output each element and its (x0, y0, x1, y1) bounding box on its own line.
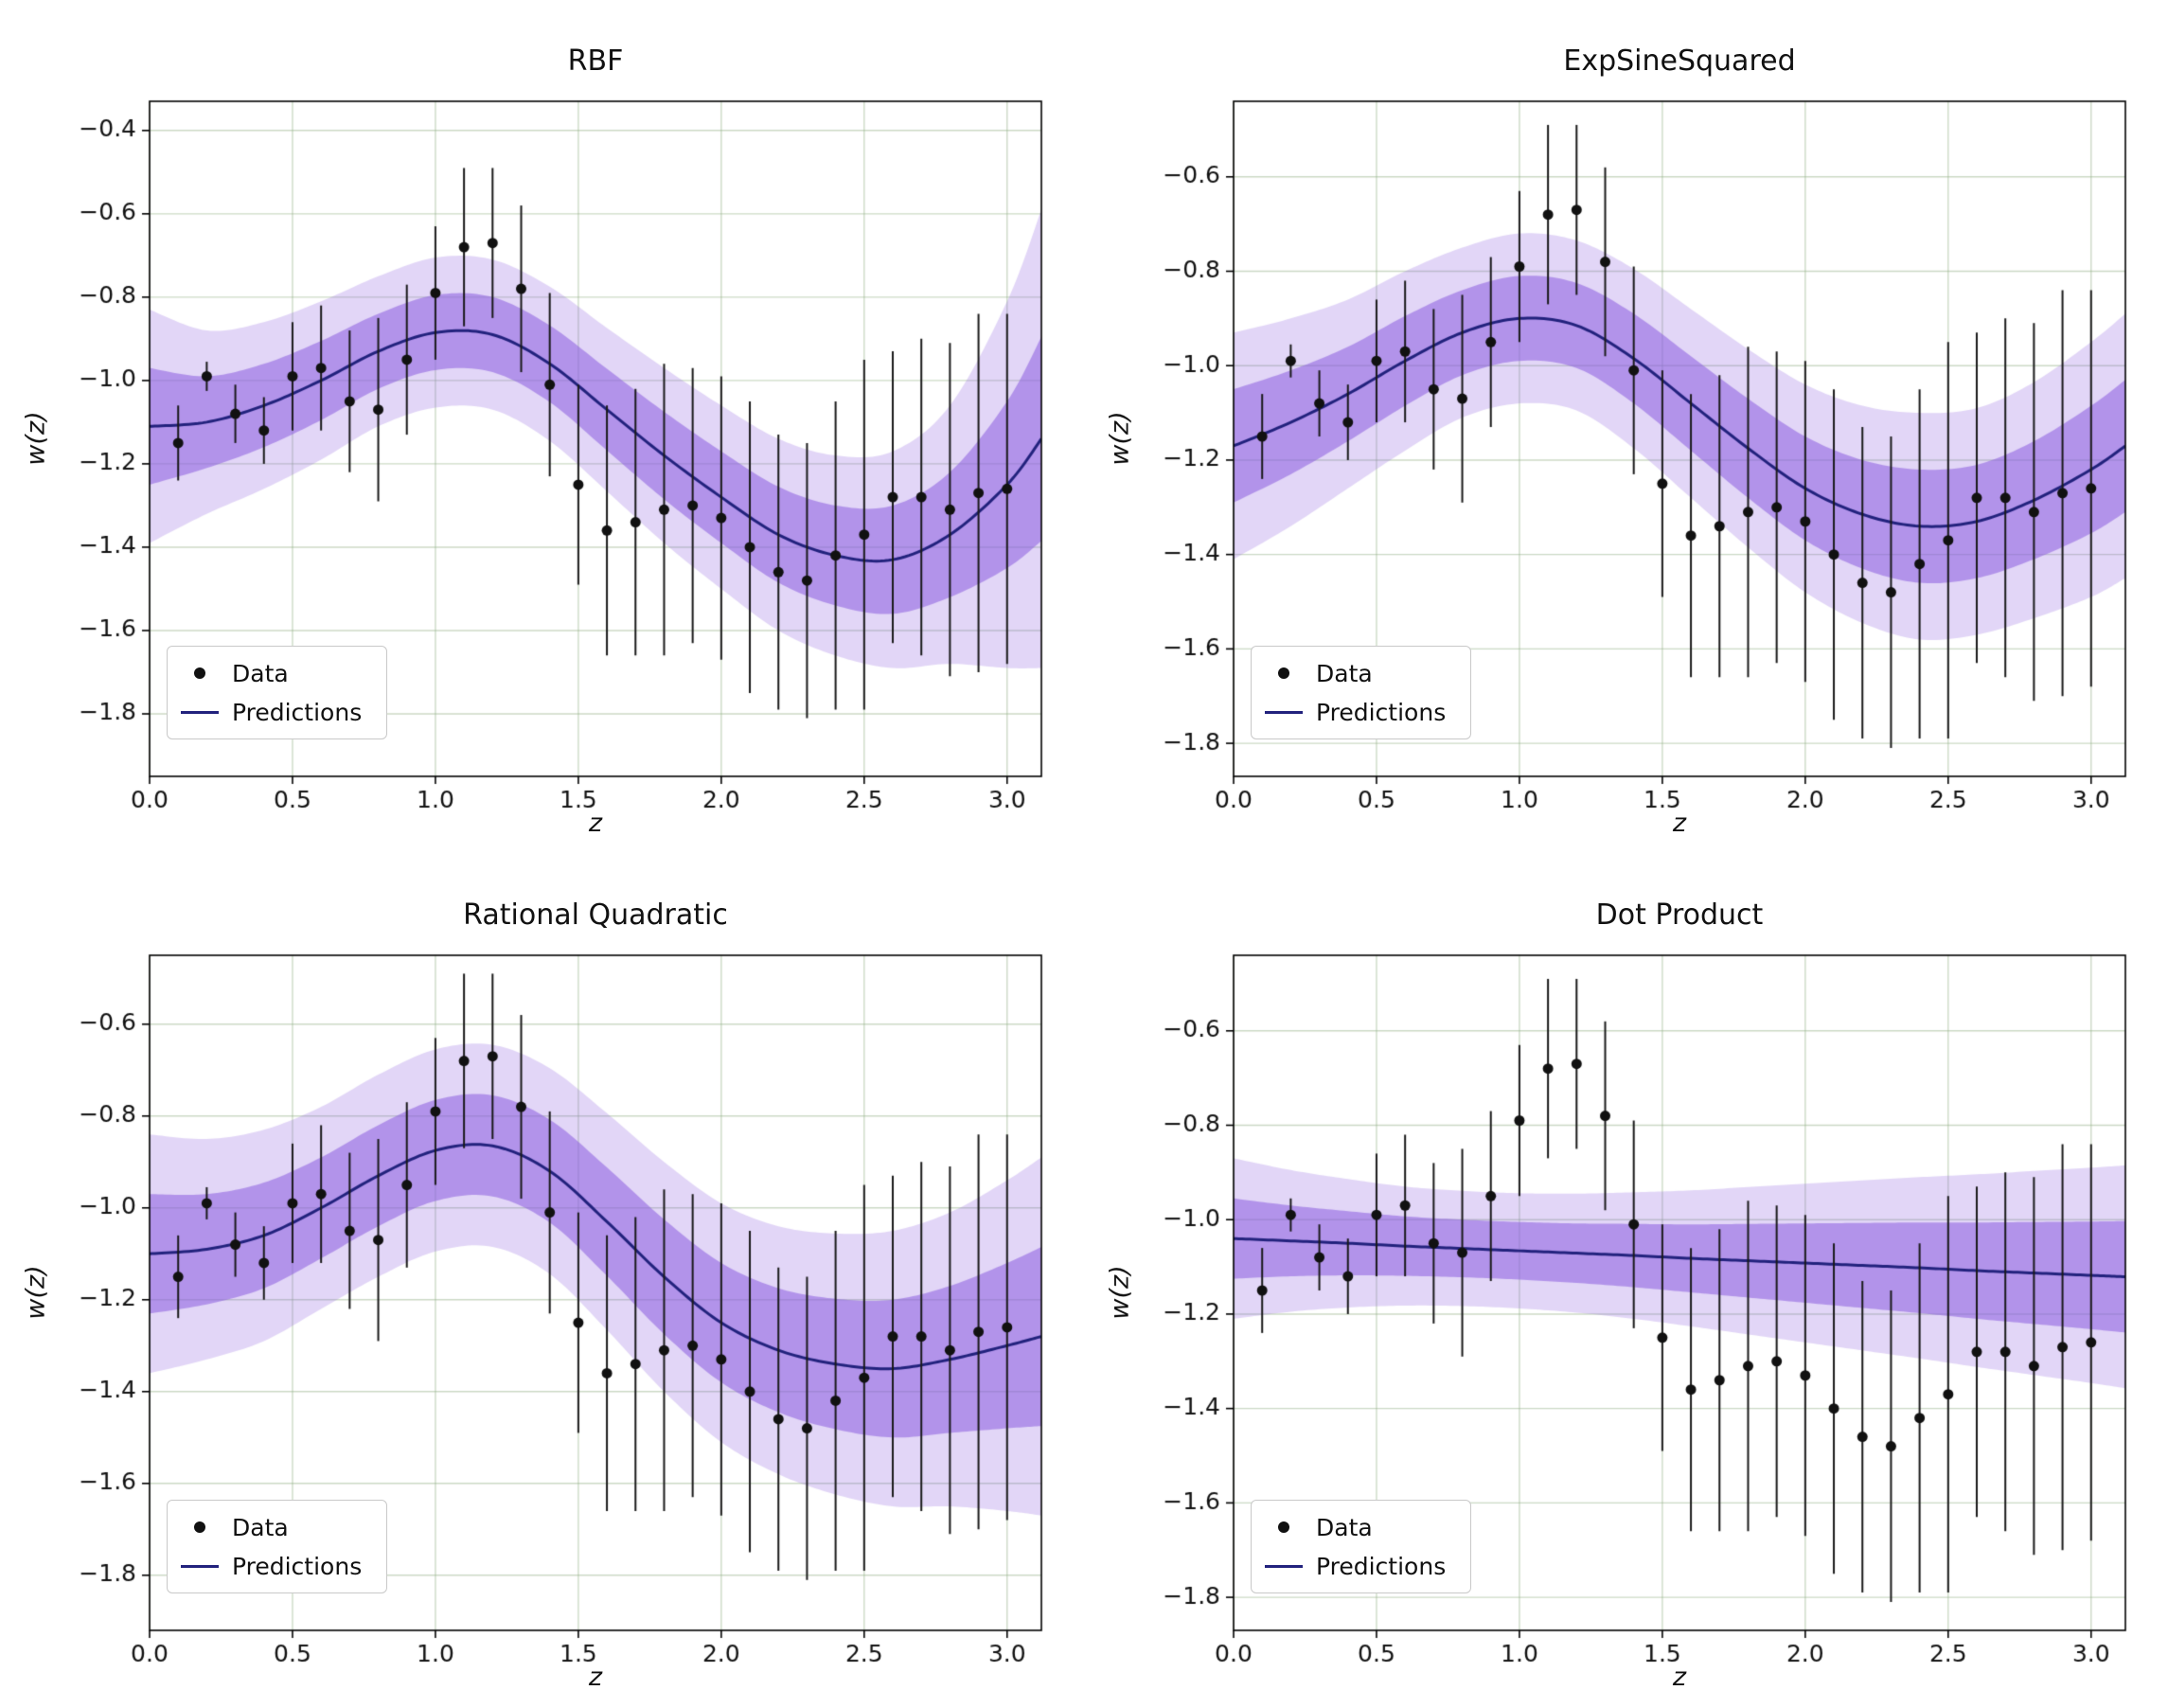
y-axis-label: w(z) (21, 411, 51, 466)
expsinesquared-plot-canvas (1084, 0, 2168, 854)
x-axis-label: z (588, 1663, 603, 1692)
y-axis-label: w(z) (1105, 411, 1135, 466)
legend: Data Predictions (1251, 646, 1472, 739)
legend-entry-data: Data (1265, 1512, 1446, 1542)
predictions-line-icon (1265, 710, 1303, 714)
predictions-line-icon (1265, 1564, 1303, 1568)
panel-title: ExpSineSquared (1563, 44, 1796, 78)
legend-label-data: Data (232, 659, 289, 687)
data-marker-icon (181, 667, 219, 679)
legend-entry-predictions: Predictions (181, 697, 362, 727)
legend-label-data: Data (1316, 1513, 1373, 1541)
legend-entry-predictions: Predictions (181, 1551, 362, 1581)
data-marker-icon (1265, 1521, 1303, 1533)
x-axis-label: z (1672, 1663, 1687, 1692)
legend-label-data: Data (1316, 659, 1373, 687)
legend-entry-predictions: Predictions (1265, 697, 1446, 727)
panel-title: RBF (567, 44, 624, 78)
data-marker-icon (1265, 667, 1303, 679)
legend-label-predictions: Predictions (1316, 1552, 1447, 1580)
legend-entry-data: Data (181, 658, 362, 688)
data-marker-icon (181, 1521, 219, 1533)
x-axis-label: z (1672, 809, 1687, 838)
panel-rbf: RBF w(z) z Data Predictions (0, 0, 1084, 854)
panel-title: Rational Quadratic (463, 898, 728, 932)
legend-label-predictions: Predictions (1316, 698, 1447, 726)
legend-entry-data: Data (1265, 658, 1446, 688)
rational-quadratic-plot-canvas (0, 854, 1084, 1708)
legend-label-predictions: Predictions (232, 1552, 363, 1580)
panel-expsinesquared: ExpSineSquared w(z) z Data Predictions (1084, 0, 2168, 854)
y-axis-label: w(z) (1105, 1265, 1135, 1320)
legend-entry-data: Data (181, 1512, 362, 1542)
legend: Data Predictions (167, 646, 388, 739)
predictions-line-icon (181, 1564, 219, 1568)
legend-label-data: Data (232, 1513, 289, 1541)
legend: Data Predictions (1251, 1500, 1472, 1593)
legend: Data Predictions (167, 1500, 388, 1593)
rbf-plot-canvas (0, 0, 1084, 854)
panel-dot-product: Dot Product w(z) z Data Predictions (1084, 854, 2168, 1708)
legend-entry-predictions: Predictions (1265, 1551, 1446, 1581)
predictions-line-icon (181, 710, 219, 714)
y-axis-label: w(z) (21, 1265, 51, 1320)
dot-product-plot-canvas (1084, 854, 2168, 1708)
x-axis-label: z (588, 809, 603, 838)
panel-title: Dot Product (1595, 898, 1764, 932)
panel-rational-quadratic: Rational Quadratic w(z) z Data Predictio… (0, 854, 1084, 1708)
legend-label-predictions: Predictions (232, 698, 363, 726)
